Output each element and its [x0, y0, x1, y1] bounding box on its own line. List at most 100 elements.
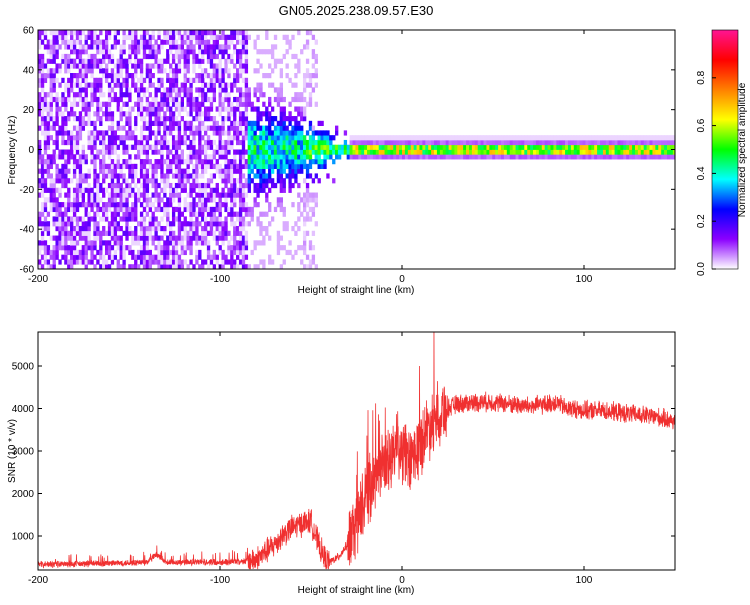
heatmap-cell: [198, 120, 202, 126]
heatmap-cell: [233, 111, 237, 117]
heatmap-cell: [247, 149, 251, 155]
heatmap-cell: [113, 211, 118, 217]
heatmap-cell: [137, 197, 141, 203]
heatmap-cell: [49, 154, 53, 160]
heatmap-cell: [163, 34, 167, 40]
heatmap-cell: [402, 144, 406, 150]
heatmap-cell: [38, 154, 42, 160]
heatmap-cell: [538, 144, 543, 150]
heatmap-cell: [64, 101, 68, 107]
heatmap-cell: [329, 139, 333, 146]
heatmap-cell: [186, 96, 190, 103]
heatmap-cell: [177, 53, 182, 60]
heatmap-cell: [381, 135, 385, 141]
heatmap-cell: [288, 154, 292, 160]
heatmap-cell: [151, 235, 155, 241]
heatmap-cell: [230, 159, 234, 165]
heatmap-cell: [288, 163, 292, 170]
heatmap-cell: [259, 92, 263, 98]
heatmap-cell: [160, 77, 164, 83]
heatmap-cell: [236, 249, 240, 256]
heatmap-cell: [49, 82, 53, 88]
heatmap-cell: [282, 245, 286, 251]
heatmap-cell: [61, 202, 65, 208]
heatmap-cell: [169, 225, 173, 232]
heatmap-cell: [84, 240, 88, 246]
heatmap-cell: [183, 159, 187, 165]
heatmap-cell: [70, 49, 74, 55]
heatmap-cell: [201, 235, 205, 241]
heatmap-cell: [393, 154, 397, 160]
heatmap-cell: [367, 154, 371, 160]
heatmap-cell: [169, 249, 173, 256]
heatmap-cell: [643, 149, 648, 155]
heatmap-cell: [186, 154, 190, 160]
heatmap-cell: [107, 202, 112, 208]
heatmap-cell: [407, 154, 412, 160]
heatmap-cell: [652, 154, 656, 160]
heatmap-cell: [201, 149, 205, 155]
heatmap-cell: [238, 192, 243, 198]
heatmap-cell: [134, 63, 138, 69]
heatmap-cell: [160, 139, 164, 146]
heatmap-cell: [46, 197, 51, 203]
heatmap-cell: [268, 173, 272, 179]
heatmap-cell: [201, 240, 205, 246]
heatmap-cell: [570, 135, 575, 141]
heatmap-cell: [203, 154, 208, 160]
heatmap-cell: [113, 182, 118, 189]
heatmap-cell: [206, 116, 211, 122]
heatmap-cell: [61, 92, 65, 98]
heatmap-cell: [288, 111, 292, 117]
heatmap-cell: [142, 235, 147, 241]
heatmap-cell: [270, 68, 275, 74]
heatmap-cell: [297, 159, 301, 165]
heatmap-cell: [533, 144, 537, 150]
heatmap-cell: [553, 139, 557, 146]
heatmap-cell: [116, 73, 120, 79]
heatmap-cell: [285, 39, 289, 45]
heatmap-cell: [247, 135, 251, 141]
heatmap-cell: [203, 96, 208, 103]
heatmap-cell: [67, 68, 71, 74]
heatmap-cell: [201, 77, 205, 83]
heatmap-cell: [201, 211, 205, 217]
heatmap-cell: [340, 149, 345, 155]
heatmap-cell: [38, 149, 42, 155]
heatmap-cell: [233, 197, 237, 203]
heatmap-cell: [145, 149, 150, 155]
heatmap-cell: [285, 173, 289, 179]
heatmap-cell: [652, 139, 656, 146]
heatmap-cell: [212, 44, 217, 50]
heatmap-cell: [134, 182, 138, 189]
heatmap-cell: [352, 144, 356, 150]
heatmap-cell: [183, 77, 187, 83]
heatmap-cell: [224, 163, 228, 170]
heatmap-cell: [238, 130, 243, 136]
heatmap-cell: [87, 111, 91, 117]
heatmap-cell: [262, 178, 266, 184]
heatmap-cell: [206, 182, 211, 189]
heatmap-cell: [632, 154, 636, 160]
heatmap-cell: [297, 245, 301, 251]
heatmap-cell: [227, 163, 231, 170]
heatmap-cell: [84, 249, 88, 256]
heatmap-cell: [538, 154, 543, 160]
heatmap-cell: [212, 120, 217, 126]
heatmap-cell: [236, 34, 240, 40]
heatmap-cell: [259, 173, 263, 179]
heatmap-cell: [49, 125, 53, 131]
heatmap-cell: [87, 139, 91, 146]
heatmap-cell: [270, 130, 275, 136]
heatmap-cell: [227, 230, 231, 236]
heatmap-cell: [573, 149, 578, 155]
heatmap-cell: [582, 149, 586, 155]
heatmap-cell: [241, 240, 246, 246]
heatmap-cell: [471, 135, 476, 141]
heatmap-cell: [643, 154, 648, 160]
heatmap-cell: [422, 135, 426, 141]
heatmap-cell: [78, 178, 83, 184]
heatmap-cell: [160, 82, 164, 88]
heatmap-cell: [180, 168, 184, 174]
